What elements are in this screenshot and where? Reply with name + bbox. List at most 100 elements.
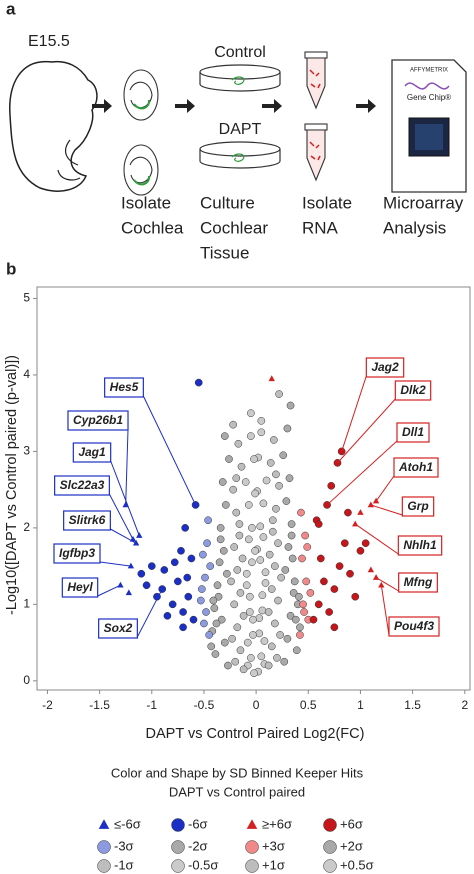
circle-point <box>295 592 303 601</box>
circle-point <box>247 432 255 440</box>
circle-point <box>309 615 318 624</box>
circle-point <box>265 550 274 559</box>
circle-point <box>298 554 306 563</box>
circle-point <box>258 606 267 615</box>
gene-label-box <box>394 380 432 401</box>
circle-point <box>216 524 225 532</box>
circle-point <box>184 592 193 601</box>
x-tick-label: -0.5 <box>194 698 215 712</box>
circle-point <box>239 611 248 620</box>
legend-label: +6σ <box>340 816 363 831</box>
gene-label-box <box>104 377 144 398</box>
circle-point <box>257 652 266 661</box>
x-tick-label: 1.5 <box>404 698 421 712</box>
circle-point <box>187 554 196 563</box>
circle-point <box>251 489 259 498</box>
y-tick-label: 4 <box>23 367 30 381</box>
circle-point <box>230 600 239 609</box>
circle-point <box>203 539 211 548</box>
circle-point <box>258 591 267 600</box>
gene-label: Igfbp3 <box>59 546 95 560</box>
circle-point <box>283 424 292 433</box>
step-caption: Analysis <box>383 218 446 237</box>
legend-marker <box>171 840 185 854</box>
triangle-point <box>268 375 275 382</box>
leader-line <box>99 561 131 567</box>
circle-point <box>245 592 254 601</box>
circle-point <box>361 539 370 548</box>
circle-point <box>248 524 256 532</box>
condition-label: Control <box>214 44 266 61</box>
circle-point <box>237 462 246 471</box>
x-tick-label: -1.5 <box>89 698 110 712</box>
circle-point <box>259 533 268 541</box>
legend-marker <box>171 818 185 832</box>
gene-label-box <box>98 618 138 639</box>
leader-line <box>110 528 137 544</box>
x-tick-label: 0.5 <box>300 698 317 712</box>
circle-point <box>206 562 215 570</box>
circle-point <box>314 520 323 528</box>
circle-point <box>248 558 256 567</box>
circle-point <box>255 629 264 638</box>
circle-point <box>271 562 279 570</box>
gene-label: Grp <box>407 499 428 513</box>
circle-point <box>247 654 255 662</box>
circle-point <box>257 428 266 437</box>
circle-point <box>194 378 203 387</box>
cochlea-top <box>123 69 159 121</box>
gene-label: Slc22a3 <box>60 478 105 492</box>
gene-label-box <box>388 616 440 637</box>
circle-point <box>281 566 290 574</box>
step-caption: RNA <box>302 218 339 237</box>
gene-label-box <box>401 496 435 517</box>
leader-line <box>110 460 140 536</box>
circle-point <box>199 550 207 559</box>
circle-point <box>250 669 258 678</box>
circle-point <box>147 562 156 570</box>
circle-point <box>340 539 349 548</box>
dish-control <box>199 64 281 92</box>
circle-point <box>249 615 257 624</box>
circle-point <box>217 615 226 624</box>
gene-label: Pou4f3 <box>394 619 434 633</box>
circle-point <box>216 535 225 544</box>
legend-label: ≤-6σ <box>114 816 141 831</box>
y-tick-label: 5 <box>23 291 30 305</box>
circle-point <box>219 546 228 555</box>
circle-point <box>300 608 308 616</box>
circle-point <box>231 657 240 666</box>
circle-point <box>137 569 146 578</box>
circle-point <box>227 577 235 586</box>
circle-point <box>314 600 323 609</box>
leader-line <box>375 577 399 592</box>
circle-point <box>264 661 273 670</box>
triangle-point <box>367 566 375 573</box>
circle-point <box>251 546 259 555</box>
gene-label: Hes5 <box>110 380 139 394</box>
circle-point <box>243 638 252 647</box>
gene-label-box <box>396 422 430 443</box>
circle-point <box>247 409 255 418</box>
circle-point <box>232 474 241 483</box>
leader-line <box>136 588 163 638</box>
circle-point <box>256 556 265 564</box>
circle-point <box>241 478 250 486</box>
chip-name: Gene Chip® <box>407 93 451 102</box>
legend-label: -1σ <box>114 857 134 872</box>
legend-marker <box>97 840 111 854</box>
panel-label: a <box>6 0 16 18</box>
plot-frame <box>36 286 471 691</box>
circle-point <box>316 554 325 563</box>
circle-point <box>287 520 296 528</box>
gene-label: Dlk2 <box>400 383 426 397</box>
circle-point <box>356 546 365 555</box>
y-axis-title: -Log10([DAPT vs Control paired (p-val)]) <box>4 355 20 615</box>
circle-point <box>174 577 182 586</box>
circle-point <box>268 527 277 536</box>
circle-point <box>196 596 205 605</box>
circle-point <box>277 573 285 582</box>
circle-point <box>213 581 222 590</box>
circle-point <box>335 562 344 570</box>
legend-label: -6σ <box>188 816 208 831</box>
